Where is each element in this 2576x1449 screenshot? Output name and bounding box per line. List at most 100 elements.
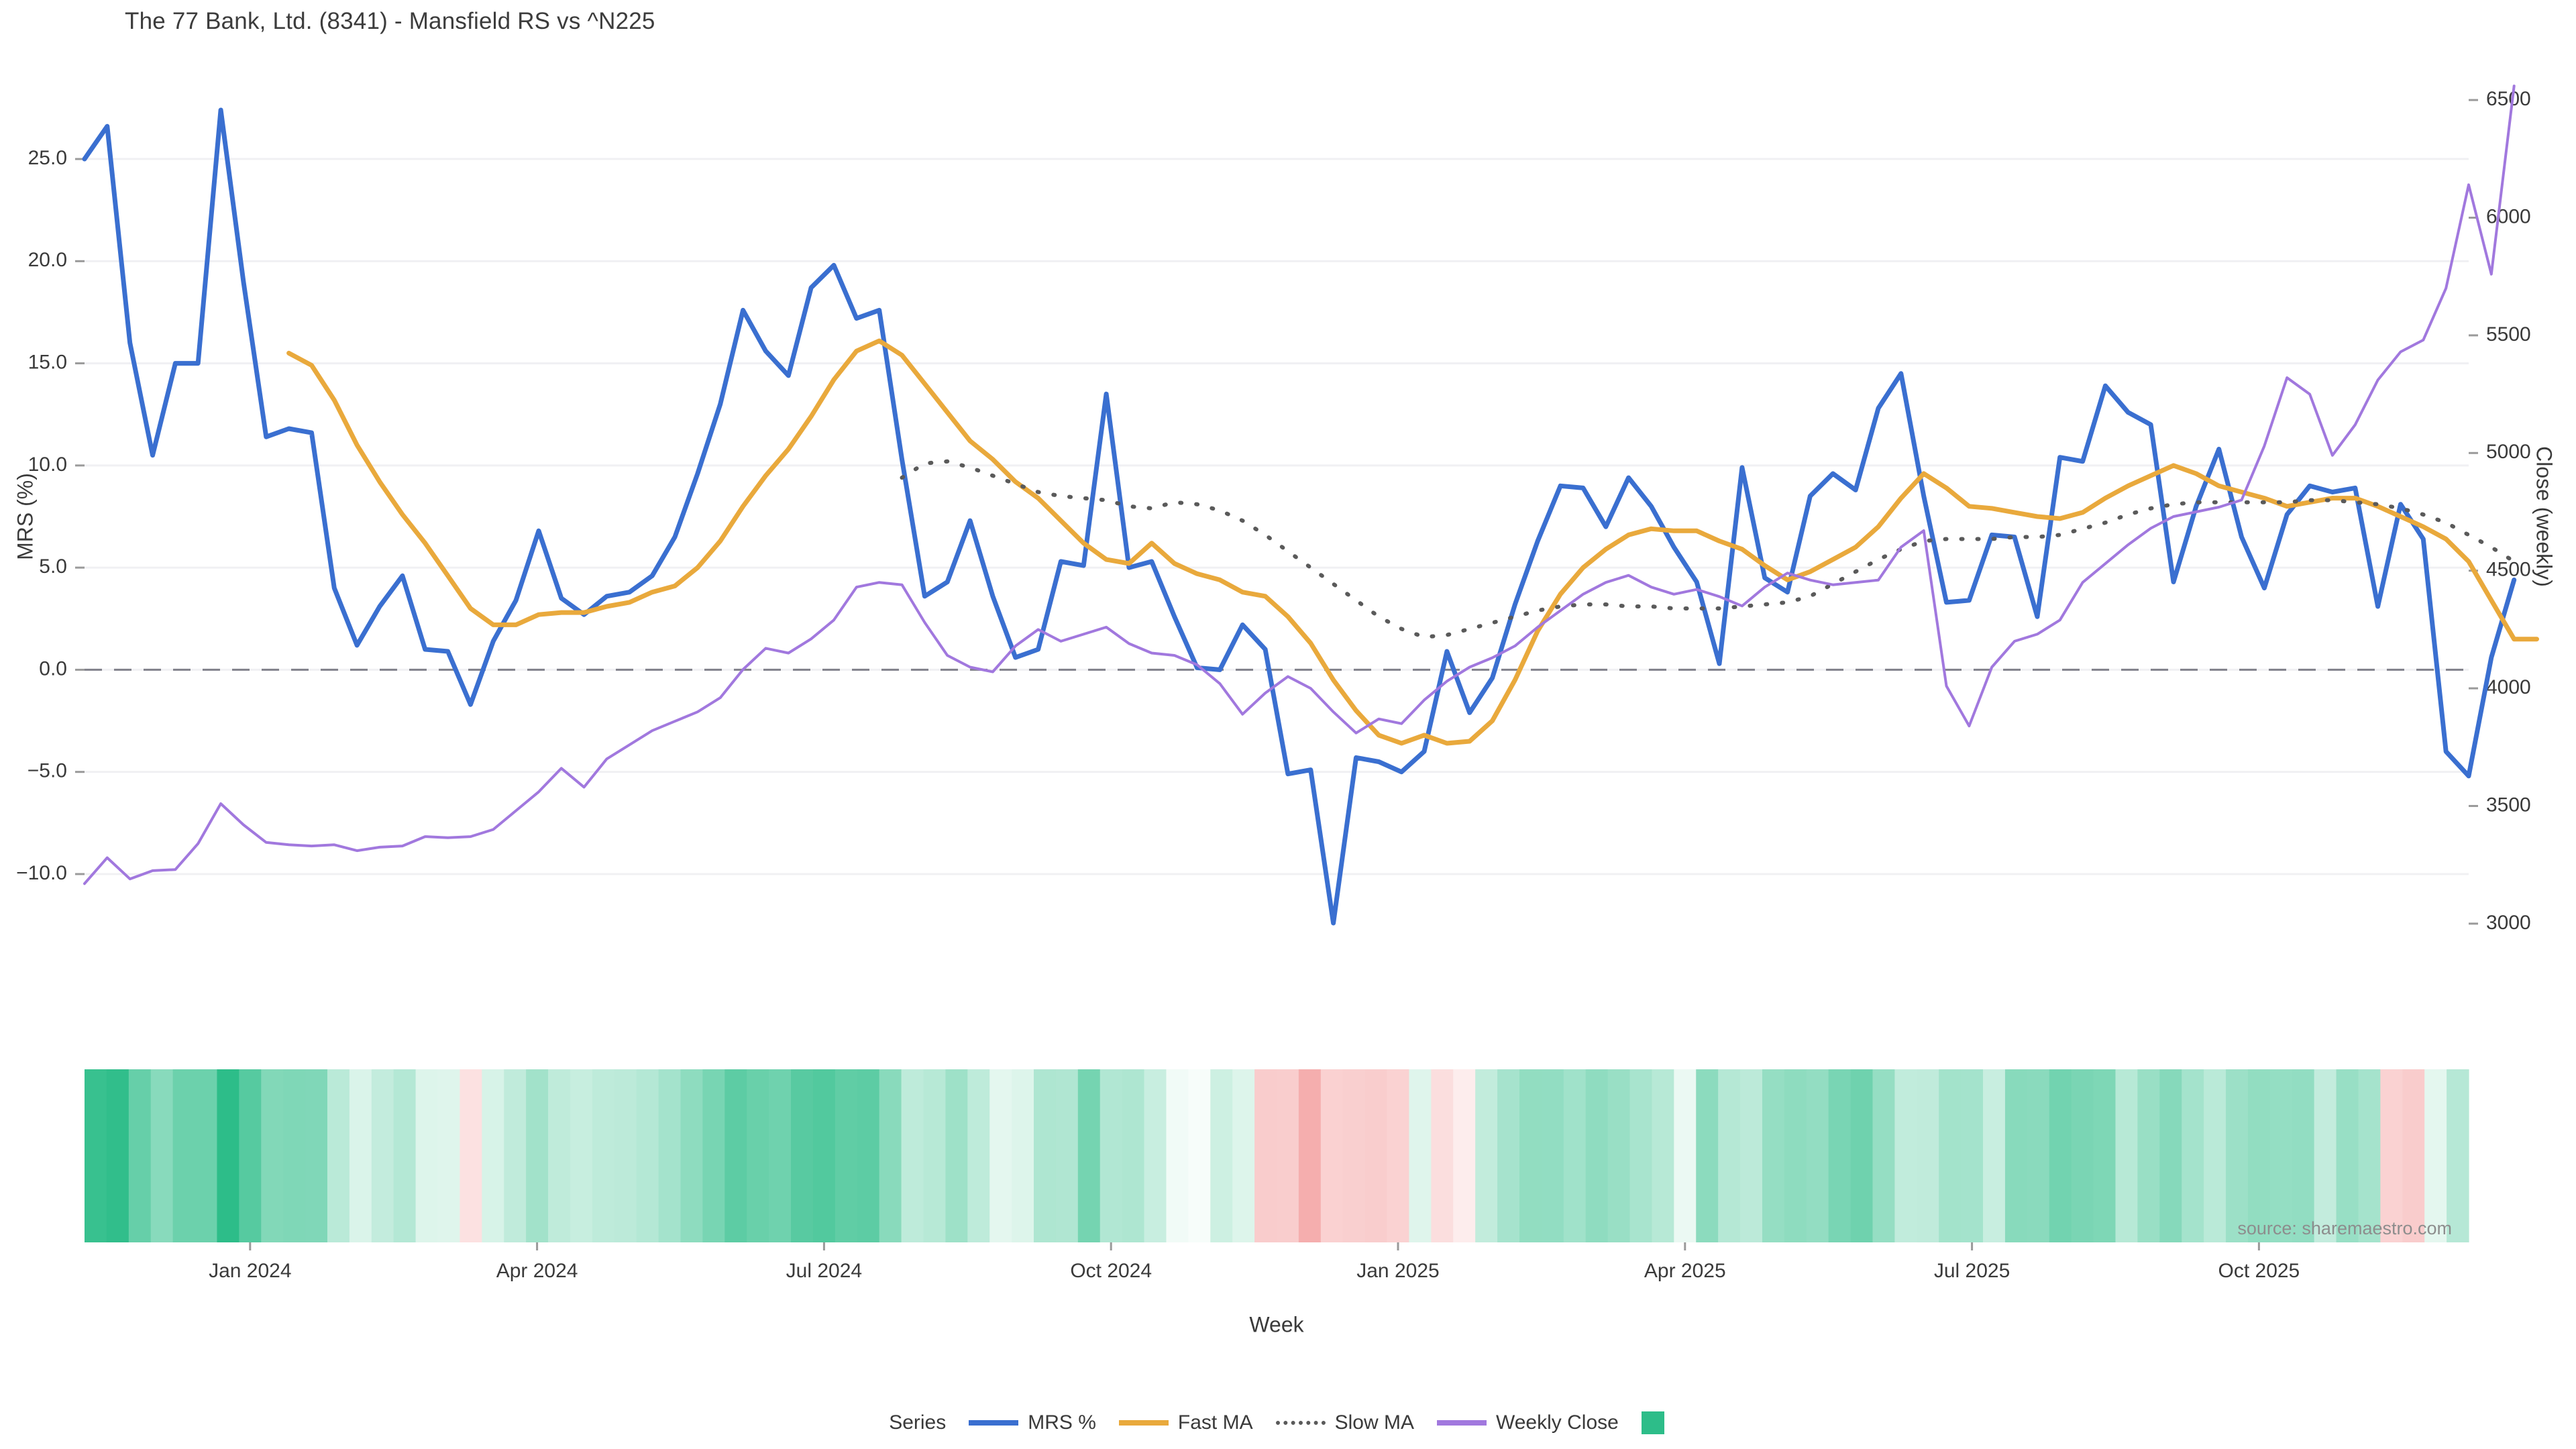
heatmap-cell bbox=[150, 1069, 174, 1242]
axis-titles: MRS (%) Close (weekly) Week bbox=[13, 446, 2556, 1336]
heatmap-cell bbox=[1012, 1069, 1034, 1242]
heatmap-cell bbox=[1872, 1069, 1896, 1242]
heatmap-cell bbox=[526, 1069, 549, 1242]
left-axis-ticks: −10.0 −5.0 0.0 5.0 10.0 15.0 20.0 25.0 bbox=[16, 147, 85, 884]
heatmap-cell bbox=[106, 1069, 129, 1242]
x-axis-tick-label: Apr 2024 bbox=[496, 1260, 578, 1282]
heatmap-cell bbox=[1210, 1069, 1233, 1242]
heatmap-cell bbox=[2226, 1069, 2249, 1242]
heatmap-cell bbox=[1409, 1069, 1432, 1242]
heatmap-cell bbox=[614, 1069, 637, 1242]
heatmap-cell bbox=[2314, 1069, 2337, 1242]
series-line-fast-ma bbox=[286, 338, 2539, 746]
legend-item-fast-ma[interactable]: Fast MA bbox=[1118, 1411, 1253, 1434]
series-line-weekly-close bbox=[83, 85, 2516, 885]
heatmap-cell bbox=[1077, 1069, 1101, 1242]
heatmap-cell bbox=[1652, 1069, 1674, 1242]
heatmap-cell bbox=[967, 1069, 990, 1242]
heatmap-cell bbox=[548, 1069, 571, 1242]
heatmap-cell bbox=[2247, 1069, 2271, 1242]
heatmap-cell bbox=[1364, 1069, 1388, 1242]
heatmap-cell bbox=[1696, 1069, 1719, 1242]
heatmap-cell bbox=[1674, 1069, 1697, 1242]
heatmap-cell bbox=[835, 1069, 858, 1242]
heatmap-cell bbox=[261, 1069, 284, 1242]
heatmap-cell bbox=[460, 1069, 482, 1242]
heatmap-cell bbox=[1917, 1069, 1939, 1242]
heatmap-cell bbox=[1166, 1069, 1189, 1242]
heatmap-cell bbox=[1519, 1069, 1542, 1242]
heatmap-cell bbox=[1188, 1069, 1211, 1242]
y-axis-tick-label: 25.0 bbox=[28, 147, 67, 169]
y2-axis-tick-label: 5000 bbox=[2486, 441, 2531, 463]
legend-label: Weekly Close bbox=[1495, 1411, 1619, 1434]
heatmap-cell bbox=[2424, 1069, 2447, 1242]
y2-axis-tick-label: 6000 bbox=[2486, 205, 2531, 227]
x-axis-tick-label: Oct 2024 bbox=[1070, 1260, 1152, 1282]
heatmap-cell bbox=[2115, 1069, 2138, 1242]
legend-swatch-dotted-icon bbox=[1275, 1421, 1326, 1425]
heatmap-cell bbox=[1387, 1069, 1410, 1242]
legend-label: MRS % bbox=[1028, 1411, 1096, 1434]
y-axis-title: MRS (%) bbox=[13, 473, 37, 560]
heatmap-cell bbox=[2049, 1069, 2072, 1242]
heatmap-cell bbox=[1277, 1069, 1299, 1242]
heatmap-cell bbox=[85, 1069, 107, 1242]
heatmap-cell bbox=[195, 1069, 218, 1242]
heatmap-cell bbox=[812, 1069, 836, 1242]
y2-axis-tick-label: 4000 bbox=[2486, 676, 2531, 698]
heatmap-cell bbox=[2093, 1069, 2116, 1242]
page-title: The 77 Bank, Ltd. (8341) - Mansfield RS … bbox=[125, 8, 655, 34]
heatmap-cell bbox=[1939, 1069, 1962, 1242]
heatmap-cell bbox=[1453, 1069, 1476, 1242]
right-axis-ticks: 3000 3500 4000 4500 5000 5500 6000 6500 bbox=[2469, 88, 2531, 934]
heatmap-cell bbox=[857, 1069, 880, 1242]
x-axis-tick-label: Jul 2025 bbox=[1934, 1260, 2010, 1282]
heatmap-cell bbox=[2159, 1069, 2182, 1242]
y2-axis-tick-label: 6500 bbox=[2486, 88, 2531, 110]
heatmap-cell bbox=[923, 1069, 946, 1242]
heatmap-cell bbox=[702, 1069, 725, 1242]
y2-axis-title: Close (weekly) bbox=[2532, 446, 2557, 587]
heatmap-cell bbox=[636, 1069, 659, 1242]
heatmap-cell bbox=[1254, 1069, 1277, 1242]
heatmap-cell bbox=[2137, 1069, 2160, 1242]
y-axis-tick-label: 0.0 bbox=[39, 657, 67, 680]
heatmap-cell bbox=[305, 1069, 328, 1242]
y2-axis-tick-label: 3000 bbox=[2486, 912, 2531, 934]
heatmap-band bbox=[85, 1069, 2469, 1242]
heatmap-cell bbox=[1740, 1069, 1763, 1242]
heatmap-cell bbox=[1497, 1069, 1520, 1242]
legend-item-mrs[interactable]: MRS % bbox=[969, 1411, 1096, 1434]
heatmap-cell bbox=[2292, 1069, 2315, 1242]
heatmap-cell bbox=[2071, 1069, 2094, 1242]
heatmap-cell bbox=[2380, 1069, 2403, 1242]
heatmap-cell bbox=[283, 1069, 306, 1242]
x-axis-ticks: Jan 2024 Apr 2024 Jul 2024 Oct 2024 Jan 2025… bbox=[209, 1242, 2300, 1282]
heatmap-cell bbox=[2447, 1069, 2469, 1242]
heatmap-cell bbox=[1099, 1069, 1123, 1242]
heatmap-cell bbox=[1342, 1069, 1366, 1242]
legend-item-heatmap-swatch[interactable] bbox=[1641, 1411, 1664, 1434]
y-axis-tick-label: 5.0 bbox=[39, 555, 67, 578]
heatmap-cell bbox=[1961, 1069, 1984, 1242]
source-watermark: source: sharemaestro.com bbox=[2237, 1218, 2452, 1238]
y2-axis-tick-label: 4500 bbox=[2486, 559, 2531, 581]
y-axis-tick-label: −10.0 bbox=[16, 862, 67, 884]
heatmap-cell bbox=[2204, 1069, 2226, 1242]
source-watermark-label: source: sharemaestro.com bbox=[2237, 1218, 2452, 1238]
x-axis-tick-label: Oct 2025 bbox=[2218, 1260, 2300, 1282]
heatmap-cell bbox=[2269, 1069, 2293, 1242]
heatmap-cell bbox=[945, 1069, 968, 1242]
legend-swatch-line-icon bbox=[1118, 1420, 1169, 1426]
legend-item-slow-ma[interactable]: Slow MA bbox=[1275, 1411, 1414, 1434]
heatmap-cell bbox=[1828, 1069, 1851, 1242]
heatmap-cell bbox=[482, 1069, 504, 1242]
legend-item-weekly-close[interactable]: Weekly Close bbox=[1436, 1411, 1619, 1434]
heatmap-cell bbox=[901, 1069, 924, 1242]
heatmap-cell bbox=[1563, 1069, 1587, 1242]
heatmap-cell bbox=[1541, 1069, 1564, 1242]
heatmap-cell bbox=[1585, 1069, 1609, 1242]
